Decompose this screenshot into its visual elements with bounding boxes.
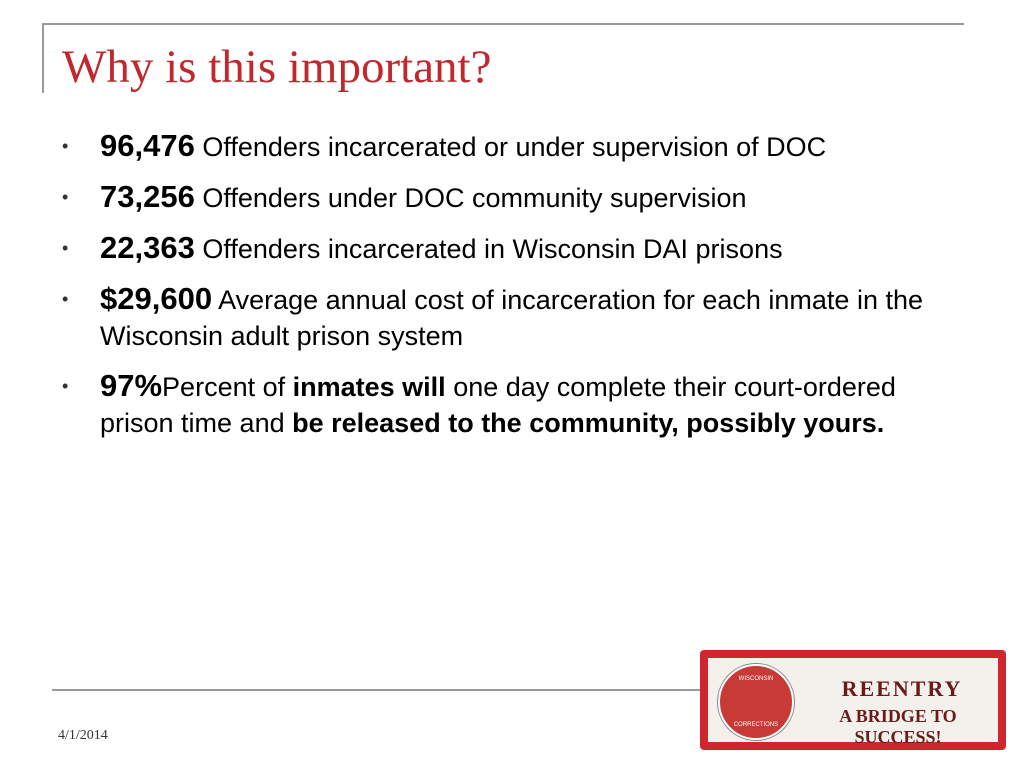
- top-rule: [42, 23, 964, 25]
- bullet: • 97%Percent of inmates will one day comp…: [62, 368, 942, 441]
- bullet-text: be released to the community, possibly y…: [292, 408, 885, 438]
- bullet: • 73,256 Offenders under DOC community su…: [62, 179, 942, 216]
- bullet-dot: •: [62, 289, 69, 309]
- logo-panel: WISCONSIN CORRECTIONS REENTRY A BRIDGE T…: [708, 658, 998, 747]
- bullet: • $29,600 Average annual cost of incarcer…: [62, 281, 942, 354]
- bullet-stat: 73,256: [100, 179, 195, 214]
- logo-name: REENTRY: [841, 676, 963, 701]
- bullet-dot: •: [62, 376, 69, 396]
- bullet-stat: 22,363: [100, 230, 195, 265]
- bullet-dot: •: [62, 238, 69, 258]
- footer-rule: [52, 689, 702, 691]
- logo-tagline: A BRIDGE TO SUCCESS!: [839, 706, 957, 747]
- seal-top: WISCONSIN: [738, 676, 774, 682]
- seal: WISCONSIN CORRECTIONS: [718, 664, 794, 740]
- bullet-text: Average annual cost of incarceration for…: [100, 285, 924, 351]
- bullet-stat: $29,600: [100, 281, 213, 316]
- bullet-stat: 97%: [100, 368, 163, 403]
- bullet-text: Offenders under DOC community supervisio…: [194, 183, 747, 213]
- bullet: • 22,363 Offenders incarcerated in Wiscon…: [62, 230, 942, 267]
- bullet-text: Offenders incarcerated or under supervis…: [194, 132, 827, 162]
- bullet-text: Offenders incarcerated in Wisconsin DAI …: [194, 234, 783, 264]
- reentry-logo: WISCONSIN CORRECTIONS REENTRY A BRIDGE T…: [700, 650, 1006, 750]
- bullet-dot: •: [62, 136, 69, 156]
- slide-title: Why is this important?: [62, 41, 492, 93]
- bullet-text: inmates will: [292, 372, 446, 402]
- bullet-stat: 96,476: [100, 128, 195, 163]
- bullet: • 96,476 Offenders incarcerated or under …: [62, 128, 942, 165]
- bullet-text: Percent of: [162, 372, 293, 402]
- bullet-dot: •: [62, 187, 69, 207]
- bullet-list: • 96,476 Offenders incarcerated or under …: [62, 128, 942, 455]
- seal-bottom: CORRECTIONS: [733, 722, 779, 728]
- footer-date: 4/1/2014: [58, 728, 108, 743]
- bullet-text: one day complete their court-ordered pri…: [100, 372, 896, 438]
- left-rule: [42, 23, 44, 93]
